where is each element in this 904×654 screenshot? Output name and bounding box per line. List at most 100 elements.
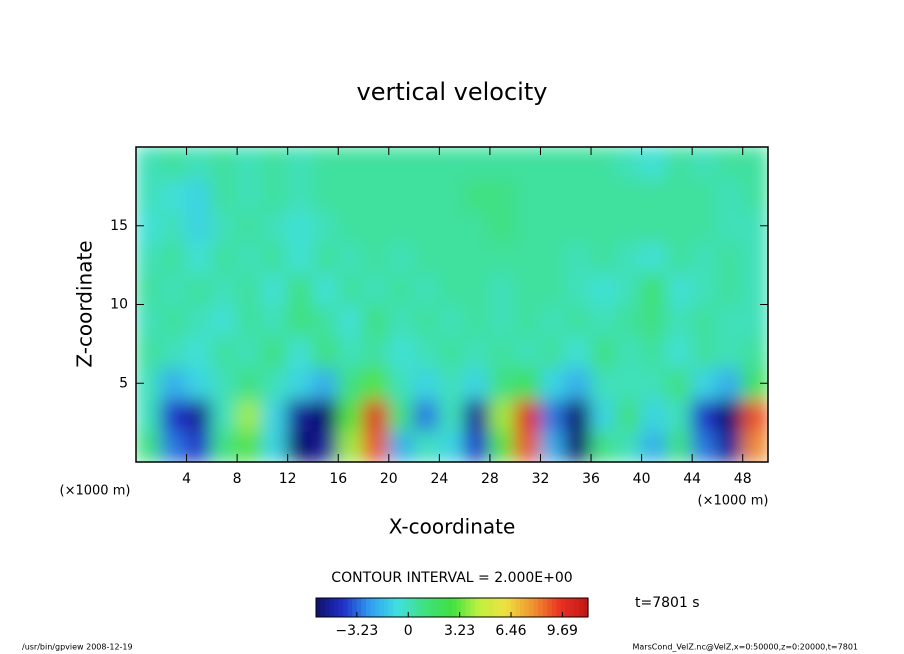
- field-cell: [640, 272, 668, 306]
- field-cell: [236, 177, 264, 211]
- field-cell: [539, 209, 567, 243]
- field-cell: [286, 147, 314, 180]
- colorbar-tick-label: 0: [404, 623, 413, 639]
- field-cell: [564, 240, 593, 274]
- field-cell: [590, 177, 618, 211]
- field-cell: [362, 209, 390, 243]
- field-cell: [640, 429, 668, 462]
- field-cell: [716, 240, 744, 274]
- colorbar-swatch: [556, 598, 562, 617]
- field-cell: [539, 335, 567, 369]
- field-cell: [514, 366, 542, 400]
- field-cell: [160, 209, 188, 243]
- colorbar-swatch: [456, 598, 462, 617]
- field-cell: [691, 240, 719, 274]
- colorbar-swatch: [578, 598, 585, 617]
- field-cell: [337, 303, 365, 337]
- field-cell: [514, 429, 542, 462]
- field-cell: [514, 240, 542, 274]
- field-cell: [136, 335, 163, 369]
- field-cell: [261, 398, 289, 432]
- field-cell: [615, 335, 643, 369]
- field-cell: [615, 303, 643, 337]
- field-cell: [539, 177, 567, 211]
- field-cell: [337, 335, 365, 369]
- field-cell: [615, 366, 643, 400]
- field-cell: [640, 303, 668, 337]
- x-tick-label: 28: [481, 471, 499, 487]
- field-cell: [185, 366, 213, 400]
- field-cell: [136, 429, 163, 462]
- colorbar-swatch: [415, 598, 421, 617]
- colorbar-swatch: [520, 598, 526, 617]
- colorbar-swatch: [402, 598, 408, 617]
- field-cell: [185, 335, 213, 369]
- colorbar-swatch: [479, 598, 485, 617]
- x-tick-label: 4: [182, 471, 191, 487]
- field-cell: [337, 398, 365, 432]
- field-cell: [413, 366, 441, 400]
- field-cell: [286, 272, 314, 306]
- field-cell: [514, 177, 542, 211]
- field-cell: [210, 272, 239, 306]
- field-cell: [160, 303, 188, 337]
- field-cell: [438, 366, 466, 400]
- field-cell: [387, 147, 416, 180]
- field-cell: [311, 177, 340, 211]
- field-cell: [362, 366, 390, 400]
- field-cell: [261, 272, 289, 306]
- colorbar-tick-label: 3.23: [444, 623, 475, 639]
- field-cell: [438, 335, 466, 369]
- field-cell: [590, 398, 618, 432]
- field-cell: [564, 272, 593, 306]
- field-cell: [210, 303, 239, 337]
- field-cell: [590, 303, 618, 337]
- field-cell: [640, 240, 668, 274]
- field-cell: [665, 398, 694, 432]
- field-cell: [615, 147, 643, 180]
- field-cell: [261, 303, 289, 337]
- field-cell: [160, 240, 188, 274]
- field-cell: [286, 335, 314, 369]
- colorbar-swatch: [529, 598, 535, 617]
- colorbar-swatch: [438, 598, 444, 617]
- colorbar-swatch: [547, 598, 553, 617]
- colorbar-swatch: [483, 598, 489, 617]
- field-cell: [362, 429, 390, 462]
- field-cell: [210, 209, 239, 243]
- field-cell: [488, 240, 517, 274]
- field-cell: [691, 398, 719, 432]
- field-cell: [640, 366, 668, 400]
- field-cell: [438, 240, 466, 274]
- field-cell: [741, 303, 768, 337]
- time-label: t=7801 s: [635, 595, 700, 611]
- field-cell: [590, 335, 618, 369]
- field-cell: [463, 429, 491, 462]
- field-cell: [160, 272, 188, 306]
- field-cell: [362, 272, 390, 306]
- field-cell: [387, 429, 416, 462]
- field-cell: [615, 429, 643, 462]
- field-cell: [665, 335, 694, 369]
- field-cell: [716, 209, 744, 243]
- field-cell: [716, 272, 744, 306]
- field-cells: [136, 147, 768, 462]
- field-cell: [210, 366, 239, 400]
- field-cell: [539, 429, 567, 462]
- x-tick-label: 12: [279, 471, 297, 487]
- field-cell: [413, 398, 441, 432]
- field-cell: [236, 398, 264, 432]
- field-cell: [236, 272, 264, 306]
- x-tick-label: 44: [683, 471, 701, 487]
- field-cell: [438, 177, 466, 211]
- field-cell: [311, 272, 340, 306]
- colorbar-swatch: [388, 598, 394, 617]
- field-cell: [438, 429, 466, 462]
- field-cell: [488, 366, 517, 400]
- field-cell: [261, 147, 289, 180]
- field-cell: [463, 303, 491, 337]
- field-cell: [665, 272, 694, 306]
- field-cell: [463, 209, 491, 243]
- x-tick-label: 24: [430, 471, 448, 487]
- field-cell: [160, 147, 188, 180]
